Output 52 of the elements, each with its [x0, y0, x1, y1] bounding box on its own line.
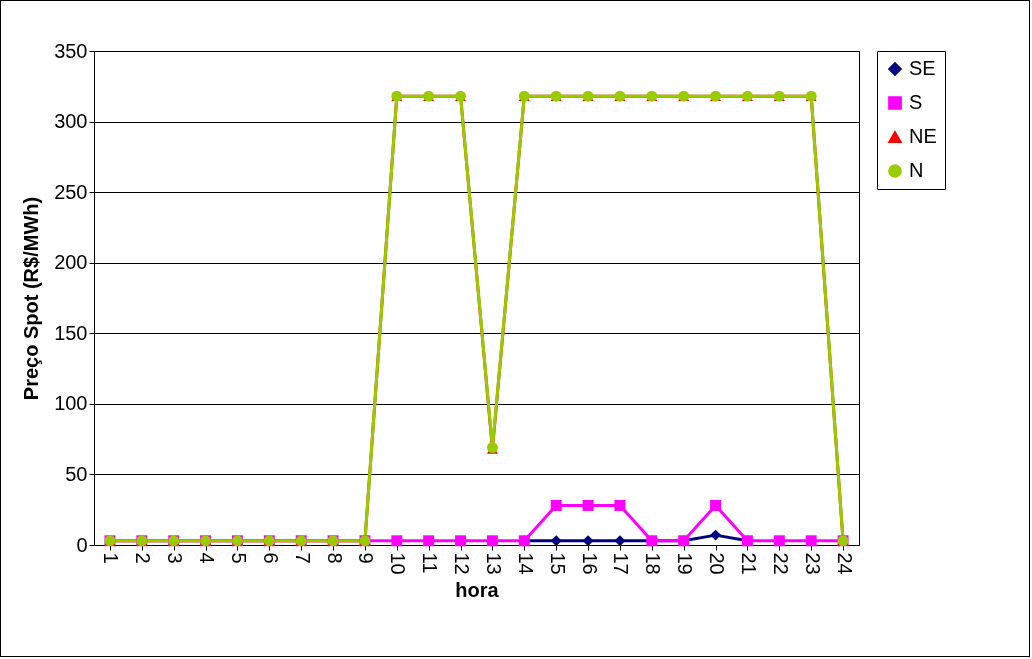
x-tick-label: 5 [227, 552, 250, 564]
legend-label: SE [909, 57, 936, 79]
legend-label: N [909, 159, 924, 181]
point [710, 529, 722, 541]
x-tick-label: 23 [801, 552, 824, 575]
x-tick-label: 14 [514, 552, 537, 575]
x-tick-label: 24 [833, 552, 856, 575]
legend-label: NE [909, 125, 937, 147]
x-tick-label: 21 [737, 552, 760, 575]
y-tick-label: 300 [54, 110, 88, 133]
x-tick-label: 11 [419, 552, 442, 574]
x-tick-label: 13 [482, 552, 505, 575]
x-tick-label: 16 [578, 552, 601, 575]
point [710, 500, 722, 511]
x-tick-label: 17 [610, 552, 633, 575]
point [486, 535, 498, 547]
x-tick-label: 4 [196, 552, 219, 564]
x-tick-label: 20 [706, 552, 729, 575]
x-tick-label: 3 [164, 552, 187, 564]
point [550, 535, 562, 547]
x-tick-label: 22 [769, 552, 792, 575]
point [614, 500, 626, 511]
x-tick-label: 19 [674, 552, 697, 575]
point [582, 535, 594, 547]
x-tick-label: 7 [291, 552, 314, 564]
y-tick-label: 0 [76, 533, 88, 556]
y-axis-title: Preço Spot (R$/MWh) [20, 196, 43, 401]
point [805, 535, 817, 547]
point [391, 535, 403, 547]
x-tick-label: 2 [132, 552, 155, 564]
point [773, 535, 785, 547]
point [550, 500, 562, 511]
x-tick-label: 12 [451, 552, 474, 575]
y-tick-label: 350 [54, 39, 88, 62]
x-tick-label: 1 [100, 552, 123, 564]
x-tick-label: 18 [642, 552, 665, 575]
x-tick-label: 10 [387, 552, 410, 575]
point [423, 535, 435, 547]
legend-label: S [909, 91, 923, 113]
y-tick-label: 250 [54, 180, 88, 203]
x-tick-label: 8 [323, 552, 346, 564]
x-tick-label: 15 [546, 552, 569, 575]
point [455, 535, 467, 547]
x-tick-label: 9 [355, 552, 378, 564]
y-tick-label: 100 [54, 392, 88, 415]
y-tick-label: 200 [54, 251, 88, 274]
x-axis-title: hora [455, 578, 500, 601]
x-tick-label: 6 [259, 552, 282, 564]
point [582, 500, 594, 511]
y-tick-label: 150 [54, 321, 88, 344]
point [614, 535, 626, 547]
y-tick-label: 50 [65, 462, 88, 485]
